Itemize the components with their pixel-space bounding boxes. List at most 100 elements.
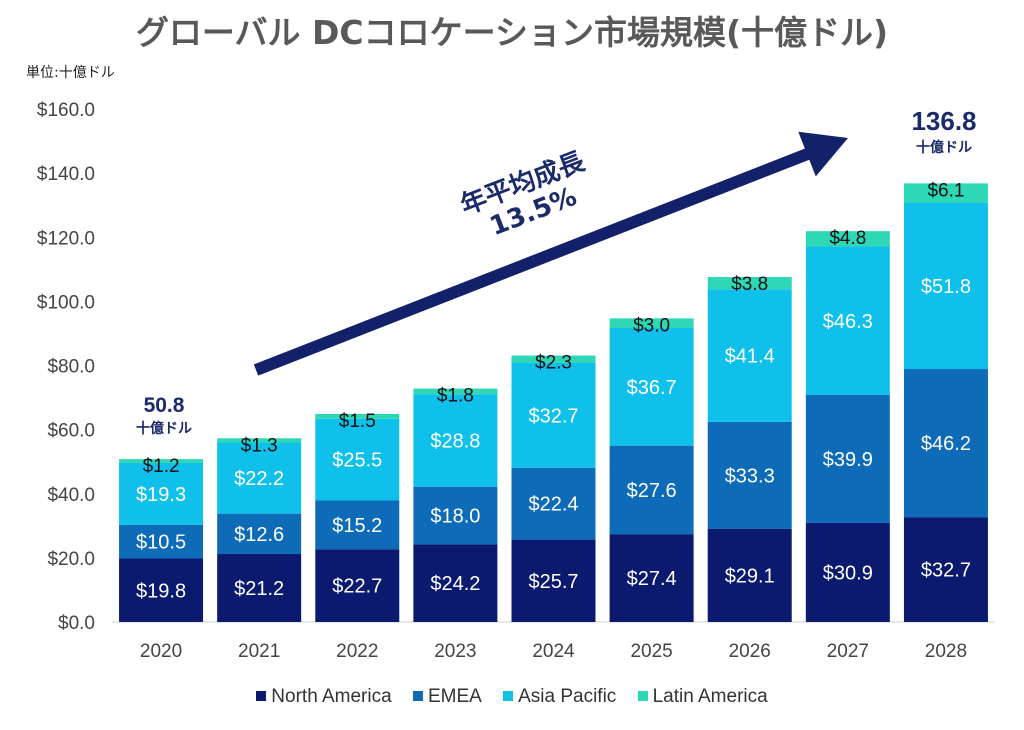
- bar-asia-pacific: [217, 442, 302, 514]
- segment-label: $2.3: [535, 353, 572, 374]
- y-tick-label: $160.0: [37, 100, 95, 121]
- segment-label: $46.3: [823, 311, 873, 333]
- x-tick-label: 2026: [729, 641, 771, 662]
- bar-asia-pacific: [511, 362, 596, 468]
- segment-label: $10.5: [136, 532, 186, 554]
- bar-emea: [707, 421, 792, 529]
- legend-label: EMEA: [427, 686, 482, 707]
- y-tick-label: $60.0: [47, 421, 95, 442]
- segment-label: $6.1: [927, 180, 964, 201]
- bar-asia-pacific: [413, 394, 498, 487]
- bar-latin-america: [707, 277, 792, 290]
- bar-north-america: [413, 544, 498, 622]
- bar-asia-pacific: [903, 202, 988, 370]
- unit-label: 単位:十億ドル: [26, 65, 115, 81]
- bar-emea: [315, 500, 400, 550]
- bar-north-america: [119, 558, 204, 622]
- bar-latin-america: [609, 318, 694, 328]
- bar-emea: [609, 445, 694, 535]
- bar-asia-pacific: [315, 418, 400, 501]
- bar-north-america: [805, 522, 890, 622]
- x-tick-label: 2028: [925, 641, 967, 662]
- bar-latin-america: [119, 459, 204, 463]
- bar-latin-america: [315, 413, 400, 419]
- segment-label: $28.8: [430, 431, 480, 453]
- bar-latin-america: [511, 355, 596, 363]
- segment-label: $32.7: [921, 560, 971, 582]
- bar-latin-america: [413, 388, 498, 395]
- segment-label: $19.3: [136, 484, 186, 506]
- y-tick-label: $100.0: [37, 292, 95, 313]
- segment-label: $12.6: [234, 524, 284, 546]
- legend-emea: EMEA: [412, 686, 482, 708]
- bar-north-america: [707, 528, 792, 622]
- segment-label: $27.6: [627, 480, 677, 502]
- bar-emea: [119, 524, 204, 559]
- segment-label: $1.5: [339, 411, 376, 432]
- bar-latin-america: [805, 231, 890, 247]
- total-unit-2020: 十億ドル: [136, 421, 192, 437]
- x-tick-label: 2024: [532, 641, 575, 662]
- bar-emea: [903, 369, 988, 518]
- bar-north-america: [609, 534, 694, 622]
- segment-label: $51.8: [921, 276, 971, 298]
- y-tick-label: $20.0: [47, 549, 95, 570]
- legend-swatch: [637, 691, 648, 701]
- segment-label: $19.8: [136, 580, 186, 602]
- bar-north-america: [315, 549, 400, 622]
- segment-label: $3.0: [633, 315, 670, 336]
- segment-label: $1.3: [241, 435, 278, 456]
- x-tick-label: 2021: [238, 641, 280, 662]
- segment-label: $36.7: [627, 377, 677, 399]
- y-tick-label: $140.0: [37, 164, 95, 185]
- bar-latin-america: [903, 183, 988, 203]
- bar-asia-pacific: [119, 462, 204, 525]
- x-tick-label: 2023: [434, 641, 476, 662]
- segment-label: $46.2: [921, 433, 971, 455]
- segment-label: $24.2: [430, 573, 480, 595]
- segment-label: $21.2: [234, 578, 284, 600]
- segment-label: $33.3: [725, 465, 775, 487]
- bar-north-america: [903, 517, 988, 622]
- segment-label: $29.1: [725, 565, 775, 587]
- bar-emea: [805, 394, 890, 523]
- bar-north-america: [217, 554, 302, 622]
- legend-asia-pacific: Asia Pacific: [503, 686, 616, 708]
- legend-swatch: [503, 691, 514, 701]
- legend-label: Latin America: [652, 686, 768, 707]
- segment-label: $41.4: [725, 346, 775, 368]
- legend-label: North America: [271, 686, 392, 707]
- segment-label: $25.5: [332, 450, 382, 472]
- segment-label: $3.8: [731, 274, 768, 295]
- growth-arrow-shaft: [253, 148, 811, 376]
- segment-label: $25.7: [528, 571, 578, 593]
- segment-label: $32.7: [528, 405, 578, 427]
- legend-north-america: North America: [256, 686, 392, 708]
- segment-label: $30.9: [823, 562, 873, 584]
- x-tick-label: 2025: [630, 641, 672, 662]
- x-tick-label: 2027: [827, 641, 869, 662]
- segment-label: $1.2: [143, 456, 180, 477]
- bar-emea: [511, 467, 596, 540]
- segment-label: $27.4: [627, 568, 677, 590]
- total-callout-2028: 136.8 十億ドル: [892, 106, 996, 157]
- x-tick-label: 2020: [140, 641, 182, 662]
- x-tick-label: 2022: [336, 641, 378, 662]
- segment-label: $18.0: [430, 506, 480, 528]
- y-tick-label: $40.0: [47, 485, 95, 506]
- bar-asia-pacific: [609, 327, 694, 446]
- segment-label: $22.7: [332, 576, 382, 598]
- bar-asia-pacific: [805, 246, 890, 395]
- total-value-2028: 136.8: [911, 106, 977, 136]
- chart-title: グローバル DCコロケーション市場規模(十億ドル): [135, 13, 889, 52]
- legend-label: Asia Pacific: [518, 686, 617, 707]
- growth-arrow-head: [798, 131, 848, 177]
- y-tick-label: $0.0: [58, 613, 95, 634]
- segment-label: $15.2: [332, 515, 382, 537]
- total-callout-2020: 50.8 十億ドル: [112, 394, 216, 438]
- legend-latin-america: Latin America: [637, 686, 768, 708]
- y-tick-label: $80.0: [47, 357, 95, 378]
- legend: North America EMEA Asia Pacific Latin Am…: [0, 686, 1024, 708]
